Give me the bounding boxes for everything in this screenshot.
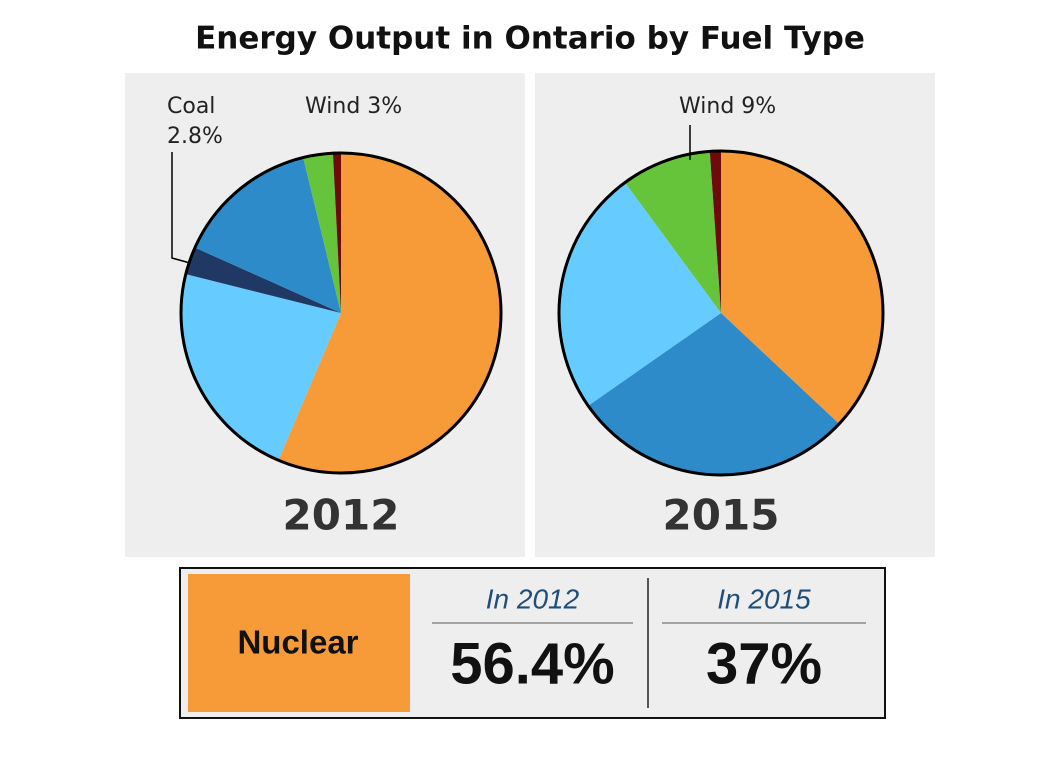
- pie-slice: [180, 274, 341, 461]
- pie-slice: [278, 153, 502, 473]
- column-header: In 2012: [486, 583, 580, 614]
- pie-slice: [624, 151, 721, 313]
- pie-year-label: 2015: [663, 491, 780, 540]
- pie-slice: [709, 151, 721, 313]
- pie-outline: [179, 151, 503, 475]
- pie-slice: [185, 247, 341, 313]
- leader-line: [171, 152, 191, 264]
- summary-swatch: [188, 574, 410, 712]
- summary-columns: In 2012 56.4% In 2015 37%: [432, 583, 866, 696]
- slice-value-label: 2.8%: [167, 124, 223, 149]
- pie-slice: [332, 153, 341, 313]
- slice-name: Wind: [305, 94, 360, 119]
- pie-year-label: 2012: [283, 491, 400, 540]
- slice-label: Coal: [167, 94, 215, 119]
- pies: Coal 2.8% Wind 3% 2012 Wind 9% 2015: [167, 94, 885, 540]
- slice-label: Wind 9%: [679, 94, 776, 119]
- pie-slice: [721, 151, 883, 424]
- pie-slice: [303, 153, 341, 313]
- column-value: 56.4%: [450, 631, 614, 696]
- column-header: In 2015: [717, 583, 811, 614]
- slice-name: Wind: [679, 94, 734, 119]
- pie-outline: [557, 149, 885, 477]
- column-value: 37%: [706, 631, 822, 696]
- pie-slice: [588, 313, 840, 475]
- slice-value-label: 9%: [741, 94, 776, 119]
- pie-slice: [559, 182, 721, 406]
- slice-value-label: 3%: [367, 94, 402, 119]
- summary-label: Nuclear: [237, 624, 358, 661]
- chart-title: Energy Output in Ontario by Fuel Type: [195, 21, 865, 57]
- slice-label: Wind 3%: [305, 94, 402, 119]
